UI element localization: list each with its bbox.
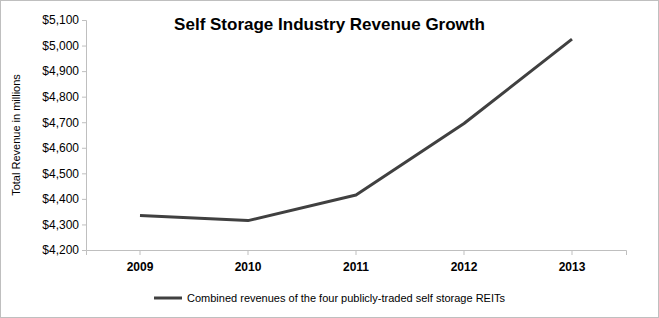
y-tick: $4,900 [42, 64, 86, 78]
x-tick-mark [464, 250, 465, 255]
y-tick-mark [82, 71, 86, 72]
y-tick: $4,400 [42, 192, 86, 206]
x-tick-label: 2011 [343, 260, 369, 274]
y-tick-label: $4,700 [42, 116, 79, 130]
y-tick-label: $4,900 [42, 64, 79, 78]
x-tick-mark [356, 250, 357, 255]
y-tick-mark [82, 148, 86, 149]
x-tick-mark [140, 250, 141, 255]
y-tick: $4,800 [42, 90, 86, 104]
y-axis-line [82, 21, 87, 251]
series-line [140, 39, 572, 220]
y-tick-label: $4,200 [42, 243, 79, 257]
x-tick: 2012 [451, 250, 478, 274]
x-tick: 2013 [559, 250, 586, 274]
y-tick: $4,200 [42, 243, 86, 257]
x-tick-mark [248, 250, 249, 255]
y-tick-label: $5,000 [42, 39, 79, 53]
x-tick: 2009 [127, 250, 154, 274]
legend-swatch [154, 297, 182, 300]
x-tick-label: 2013 [559, 260, 586, 274]
y-tick-mark [82, 97, 86, 98]
y-tick-label: $4,800 [42, 90, 79, 104]
y-tick-mark [82, 199, 86, 200]
x-tick-label: 2012 [451, 260, 478, 274]
y-tick-label: $4,300 [42, 218, 79, 232]
y-tick: $5,000 [42, 39, 86, 53]
x-tick: 2011 [343, 250, 369, 274]
x-tick-label: 2009 [127, 260, 154, 274]
y-tick-mark [82, 173, 86, 174]
title: Self Storage Industry Revenue Growth [174, 15, 485, 34]
legend: Combined revenues of the four publicly-t… [154, 292, 505, 304]
y-tick-mark [82, 46, 86, 47]
y-axis-title: Total Revenue in millions [10, 74, 22, 196]
chart: Self Storage Industry Revenue Growth $4,2… [0, 0, 659, 318]
y-tick-label: $4,400 [42, 192, 79, 206]
y-tick-mark [82, 122, 86, 123]
legend-item: Combined revenues of the four publicly-t… [154, 292, 505, 304]
plot-area [140, 39, 572, 220]
y-tick: $4,500 [42, 167, 86, 181]
x-axis: 2009 2010 2011 2012 2013 [87, 250, 627, 274]
x-axis-line [87, 251, 627, 256]
y-tick-mark [82, 224, 86, 225]
y-tick-mark [82, 20, 86, 21]
y-tick: $4,300 [42, 218, 86, 232]
x-tick-mark [572, 250, 573, 255]
y-tick: $4,700 [42, 116, 86, 130]
y-tick: $5,100 [42, 13, 86, 27]
background [1, 1, 659, 318]
y-tick-label: $4,600 [42, 141, 79, 155]
y-tick-label: $4,500 [42, 167, 79, 181]
x-tick: 2010 [235, 250, 262, 274]
y-axis: $4,200 $4,300 $4,400 $4,500 $4,600 $4,700 $4,8… [42, 13, 86, 257]
y-tick-mark [82, 250, 86, 251]
x-tick-label: 2010 [235, 260, 262, 274]
y-tick-label: $5,100 [42, 13, 79, 27]
y-tick: $4,600 [42, 141, 86, 155]
legend-label: Combined revenues of the four publicly-t… [187, 292, 505, 304]
